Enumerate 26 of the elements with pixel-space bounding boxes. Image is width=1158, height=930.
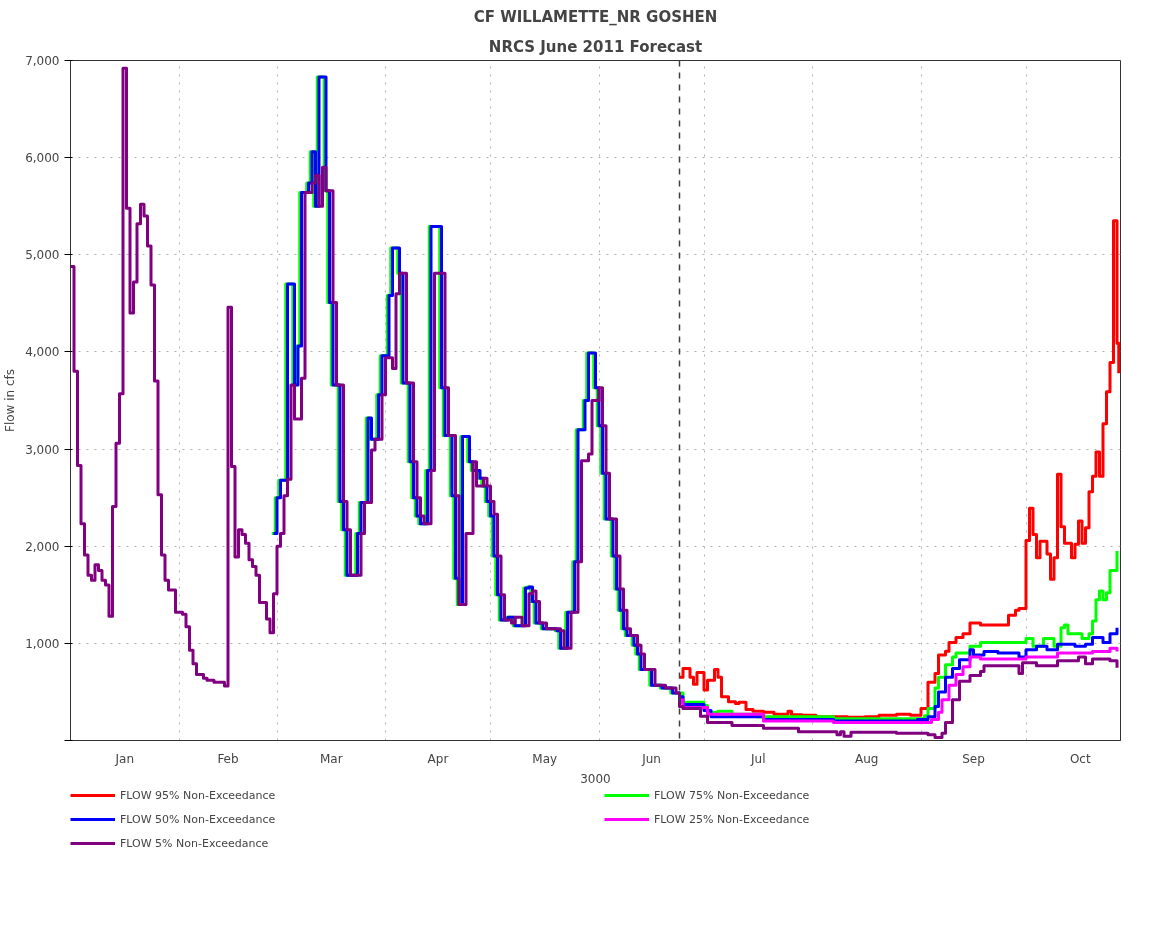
y-axis-title: Flow in cfs bbox=[3, 368, 18, 433]
x-tick-label: Apr bbox=[427, 751, 449, 766]
y-tick-label: 6,000 bbox=[25, 151, 60, 166]
legend-label: FLOW 75% Non-Exceedance bbox=[654, 788, 811, 802]
x-tick-label: Jun bbox=[641, 751, 661, 766]
y-tick-label: 1,000 bbox=[25, 636, 60, 651]
chart-title: CF WILLAMETTE_NR GOSHEN bbox=[473, 7, 718, 26]
y-tick-label: 2,000 bbox=[25, 539, 60, 554]
x-tick-label: Feb bbox=[217, 751, 239, 766]
y-tick-label: 5,000 bbox=[25, 248, 60, 263]
x-tick-label: Jul bbox=[750, 751, 766, 766]
x-tick-label: Aug bbox=[855, 751, 879, 766]
x-tick-label: Mar bbox=[319, 751, 343, 766]
x-tick-label: Jan bbox=[114, 751, 134, 766]
legend-label: FLOW 25% Non-Exceedance bbox=[654, 812, 811, 826]
legend-label: FLOW 50% Non-Exceedance bbox=[120, 812, 277, 826]
x-axis-title: 3000 bbox=[580, 771, 611, 786]
legend-label: FLOW 5% Non-Exceedance bbox=[120, 836, 270, 850]
x-tick-label: May bbox=[532, 751, 558, 766]
x-tick-label: Sep bbox=[962, 751, 985, 766]
chart-subtitle: NRCS June 2011 Forecast bbox=[488, 37, 703, 56]
legend-label: FLOW 95% Non-Exceedance bbox=[120, 788, 277, 802]
x-tick-label: Oct bbox=[1069, 751, 1091, 766]
y-tick-label: 4,000 bbox=[25, 345, 60, 360]
y-tick-label: 7,000 bbox=[25, 54, 60, 68]
y-tick-label: 3,000 bbox=[25, 442, 60, 457]
